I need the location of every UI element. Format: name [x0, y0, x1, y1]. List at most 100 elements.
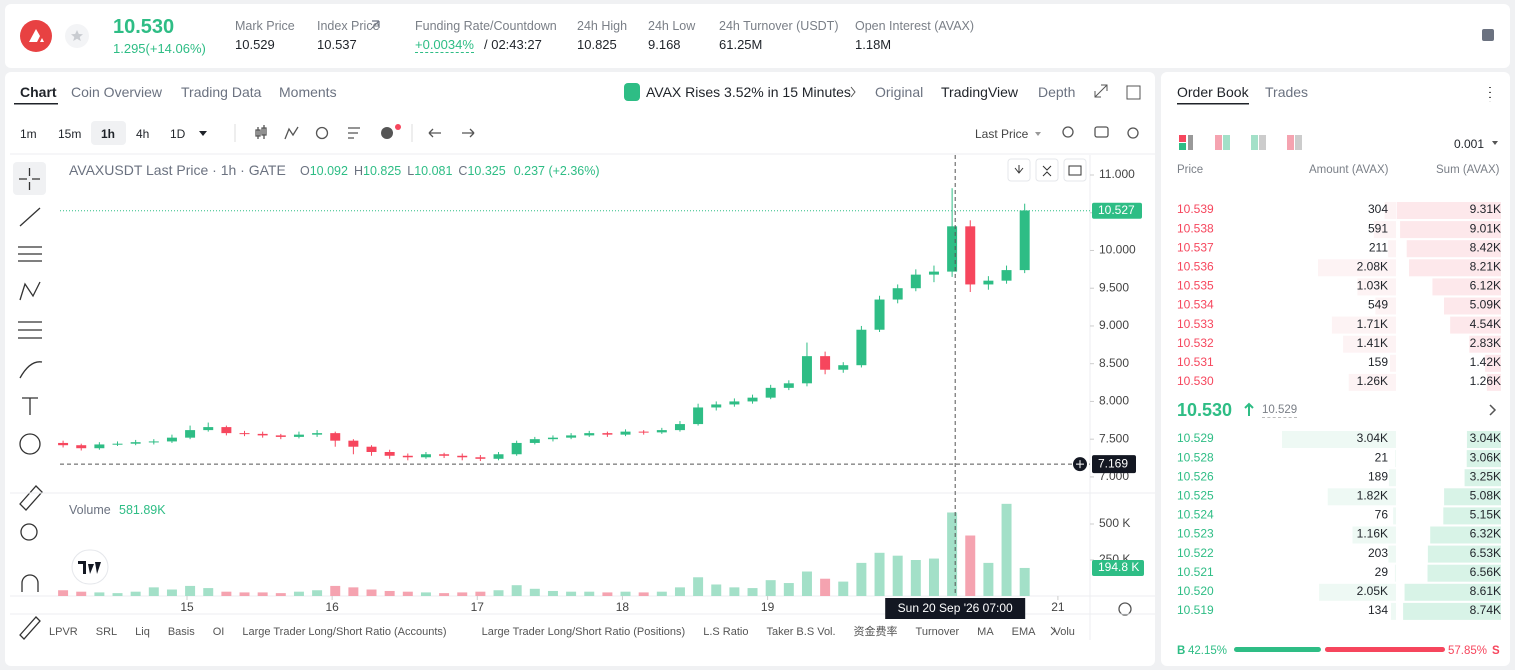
legend-change: 0.237 (+2.36%): [513, 164, 600, 178]
indicator-tab[interactable]: EMA: [1011, 626, 1036, 638]
pen-tool[interactable]: [19, 616, 41, 640]
indicator-tab[interactable]: Large Trader Long/Short Ratio (Accounts): [242, 626, 447, 638]
chart-tab[interactable]: Moments: [279, 84, 337, 100]
fib-tool[interactable]: [18, 321, 42, 339]
candle-type-icon[interactable]: [255, 125, 267, 139]
mode-icon[interactable]: [1287, 135, 1294, 150]
redo-icon[interactable]: [462, 128, 475, 138]
y-tick-label: 8.000: [1099, 394, 1129, 408]
indicator-tab[interactable]: MA: [977, 626, 994, 638]
precision[interactable]: 0.001: [1454, 137, 1485, 151]
sum-depth-bar: [1404, 583, 1501, 601]
book-sum: 3.04K: [1470, 431, 1501, 445]
replay-icon[interactable]: [315, 126, 329, 140]
x-tick-label: 16: [325, 600, 339, 614]
mode-icon[interactable]: [1223, 135, 1230, 150]
interval[interactable]: 4h: [136, 127, 150, 141]
window-icon[interactable]: [1126, 85, 1141, 100]
candle-body: [76, 445, 87, 449]
axis-settings-icon[interactable]: [1118, 602, 1132, 616]
template-icon[interactable]: [348, 127, 360, 139]
mode-icon[interactable]: [1251, 135, 1258, 150]
interval[interactable]: 1h: [101, 127, 116, 141]
volume-bar: [729, 587, 740, 596]
indicator-tab[interactable]: OI: [212, 626, 225, 638]
book-tab[interactable]: Order Book: [1177, 84, 1249, 100]
book-sum: 8.61K: [1470, 584, 1501, 598]
volume-bar: [511, 585, 522, 596]
mode-icon[interactable]: [1179, 143, 1186, 150]
pattern-tool[interactable]: [19, 281, 41, 301]
volume-bar: [529, 588, 540, 596]
candle-body: [420, 454, 431, 458]
view-tab[interactable]: TradingView: [941, 84, 1019, 100]
chart-tab[interactable]: Chart: [20, 84, 57, 100]
book-price: 10.531: [1177, 355, 1214, 369]
indicator-tab[interactable]: LPVR: [49, 626, 78, 638]
sum-depth-bar: [1464, 469, 1501, 487]
line-tool[interactable]: [19, 207, 41, 227]
dropdown-caret[interactable]: [199, 131, 207, 136]
add-icon[interactable]: [381, 127, 393, 139]
ruler-tool[interactable]: [19, 485, 43, 511]
chart-tab[interactable]: Coin Overview: [71, 84, 163, 100]
undo-icon[interactable]: [428, 128, 441, 138]
amount-depth-bar: [1327, 488, 1396, 506]
sum-depth-bar: [1400, 221, 1501, 239]
indicator-icon[interactable]: [284, 126, 299, 140]
indicator-tab[interactable]: SRL: [95, 626, 118, 638]
mode-icon[interactable]: [1259, 135, 1266, 150]
emoji-tool[interactable]: [19, 433, 41, 455]
view-tab[interactable]: Original: [875, 84, 924, 100]
indicator-tab[interactable]: Large Trader Long/Short Ratio (Positions…: [481, 626, 686, 638]
camera-icon[interactable]: [1094, 126, 1109, 138]
crosshair-tool[interactable]: [19, 168, 40, 190]
mode-icon[interactable]: [1179, 135, 1186, 142]
ohlc-value: 10.092: [309, 164, 348, 178]
indicator-tab[interactable]: Turnover: [915, 626, 960, 638]
volume-bar: [620, 591, 631, 596]
volume-bar: [1019, 567, 1030, 596]
sum-depth-bar: [1427, 545, 1501, 563]
price-alert[interactable]: AVAX Rises 3.52% in 15 Minutes: [646, 84, 851, 100]
view-tab[interactable]: Depth: [1038, 84, 1076, 100]
book-price: 10.525: [1177, 488, 1214, 502]
interval[interactable]: 1D: [170, 127, 186, 141]
mode-icon[interactable]: [1188, 135, 1193, 150]
interval[interactable]: 1m: [20, 127, 37, 141]
settings-icon[interactable]: [1127, 127, 1139, 139]
brush-tool[interactable]: [19, 361, 43, 379]
zoom-tool[interactable]: [20, 523, 38, 541]
candle-body: [293, 434, 304, 437]
chevron[interactable]: [1050, 626, 1056, 636]
mode-icon[interactable]: [1215, 135, 1222, 150]
interval[interactable]: 15m: [58, 127, 82, 141]
text-tool[interactable]: [22, 397, 38, 415]
search-icon[interactable]: [1062, 126, 1074, 138]
channel-tool[interactable]: [18, 246, 42, 262]
stat-label: Open Interest (AVAX): [855, 19, 975, 33]
dropdown-caret[interactable]: [1035, 132, 1041, 136]
chart-button[interactable]: [1063, 158, 1087, 182]
indicator-tab[interactable]: Basis: [167, 626, 195, 638]
candle-body: [1001, 270, 1012, 281]
volume-bar: [656, 591, 667, 596]
candle-body: [620, 431, 631, 435]
candle-body: [584, 433, 595, 436]
chart-tab[interactable]: Trading Data: [181, 84, 262, 100]
column-header: Amount (AVAX): [1309, 164, 1389, 176]
indicator-tab[interactable]: 资金费率: [853, 626, 898, 638]
indicator-tab[interactable]: Liq: [135, 626, 150, 638]
indicator-tab[interactable]: L.S Ratio: [703, 626, 749, 638]
magnet-tool[interactable]: [21, 574, 39, 592]
dropdown-caret[interactable]: [1492, 141, 1498, 145]
indicator-tab[interactable]: Taker B.S Vol.: [766, 626, 836, 638]
mode-icon[interactable]: [1295, 135, 1302, 150]
chevron[interactable]: [1489, 404, 1497, 416]
book-tab[interactable]: Trades: [1265, 84, 1309, 100]
volume-bar: [58, 590, 69, 596]
indicator-tab[interactable]: Volu: [1053, 626, 1075, 638]
expand-icon[interactable]: [1094, 84, 1108, 98]
price-source[interactable]: Last Price: [975, 127, 1029, 141]
panel-icon[interactable]: [1482, 29, 1494, 41]
